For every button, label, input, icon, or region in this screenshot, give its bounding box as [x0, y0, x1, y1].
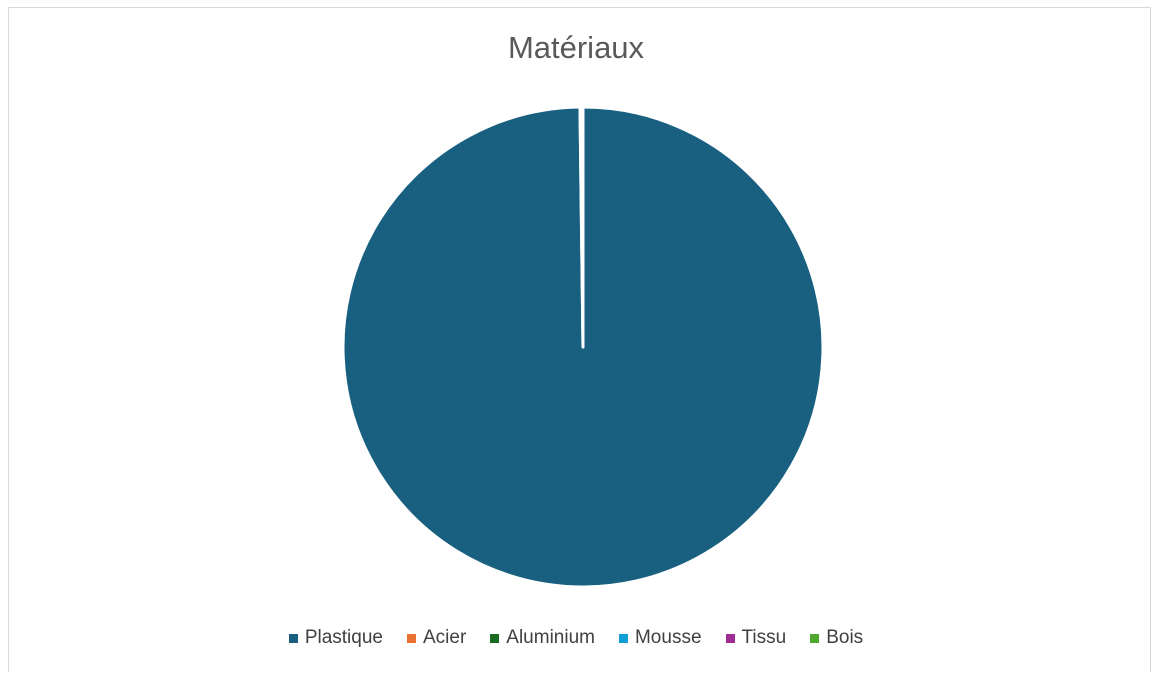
- legend-item-plastique: Plastique: [288, 627, 383, 649]
- pie-slice-acier: [578, 105, 585, 349]
- legend-label-aluminium: Aluminium: [506, 627, 595, 648]
- legend-swatch-aluminium: [490, 633, 500, 643]
- legend-label-mousse: Mousse: [634, 627, 702, 648]
- legend-swatch-mousse: [618, 633, 628, 643]
- legend-item-mousse: Mousse: [618, 627, 702, 649]
- legend-swatch-plastique: [288, 633, 298, 643]
- chart-legend: Plastique Acier Aluminium Mousse Tissu Bois: [0, 627, 1152, 649]
- legend-label-acier: Acier: [422, 627, 467, 648]
- legend-label-plastique: Plastique: [304, 627, 383, 648]
- legend-label-bois: Bois: [826, 627, 864, 648]
- legend-item-bois: Bois: [810, 627, 863, 649]
- legend-swatch-bois: [810, 633, 820, 643]
- legend-item-tissu: Tissu: [725, 627, 787, 649]
- legend-label-tissu: Tissu: [741, 627, 787, 648]
- pie-slices: [341, 105, 825, 589]
- legend-swatch-tissu: [725, 633, 735, 643]
- legend-swatch-acier: [406, 633, 416, 643]
- legend-item-acier: Acier: [406, 627, 467, 649]
- legend-item-aluminium: Aluminium: [490, 627, 595, 649]
- chart-title: Matériaux: [507, 30, 645, 65]
